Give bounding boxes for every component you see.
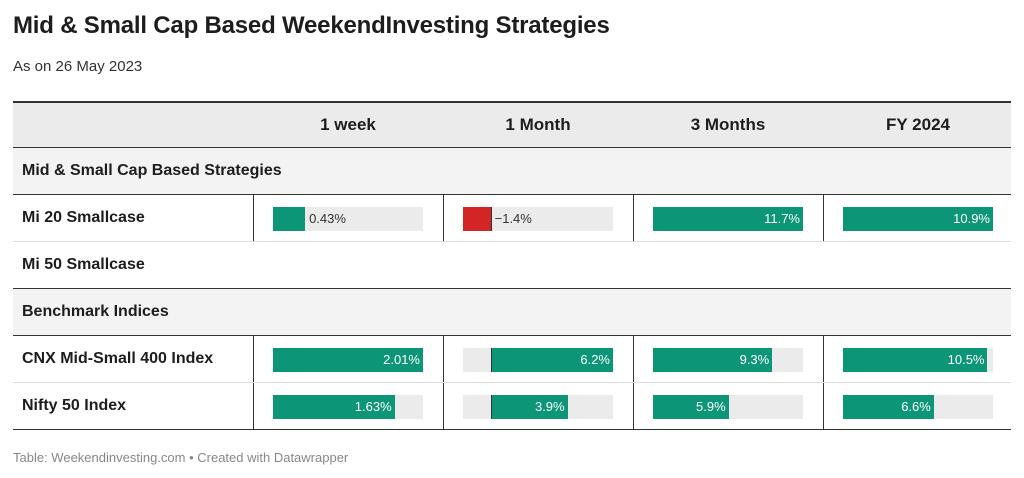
value-label: 0.43%: [309, 211, 346, 226]
column-divider: [443, 195, 444, 241]
row-label: Mi 20 Smallcase: [22, 209, 145, 226]
bar-three-months: [653, 207, 803, 231]
row-label: Nifty 50 Index: [22, 397, 127, 414]
table-row: Nifty 50 Index 1.63% 3.9% 5.9% 6.6%: [13, 383, 1011, 430]
table-row: CNX Mid-Small 400 Index 2.01% 6.2% 9.3% 10.5…: [13, 336, 1011, 383]
bar-track-week: 1.63%: [273, 395, 423, 419]
group-label: Mid & Small Cap Based Strategies: [22, 162, 282, 179]
zero-line: [490, 348, 492, 372]
data-table: 1 week 1 Month 3 Months FY 2024 Mid & Small …: [13, 101, 1011, 430]
column-divider: [823, 383, 824, 429]
row-label: Mi 50 Smallcase: [22, 256, 145, 273]
bar-month: [490, 348, 613, 372]
column-divider: [633, 383, 634, 429]
value-label: 5.9%: [696, 399, 726, 414]
bar-track-month: 3.9%: [463, 395, 613, 419]
group-label: Benchmark Indices: [22, 303, 169, 320]
value-label: 11.7%: [764, 211, 800, 226]
zero-line: [490, 207, 492, 231]
bar-track-fy2024: 6.6%: [843, 395, 993, 419]
value-label: 3.9%: [534, 399, 565, 414]
bar-three-months: [653, 395, 729, 419]
bar-track-week: 2.01%: [273, 348, 423, 372]
value-label: 6.6%: [901, 399, 931, 414]
column-header-fy2024: FY 2024: [886, 115, 950, 134]
column-divider: [253, 336, 254, 382]
bar-week: [273, 348, 423, 372]
zero-line: [490, 395, 492, 419]
column-divider: [823, 336, 824, 382]
column-header-week: 1 week: [320, 115, 376, 134]
bar-track-month: 6.2%: [463, 348, 613, 372]
chart-title: Mid & Small Cap Based WeekendInvesting S…: [13, 12, 610, 39]
bar-fy2024: [843, 395, 934, 419]
chart-subtitle: As on 26 May 2023: [13, 58, 143, 75]
value-label: 6.2%: [580, 352, 610, 367]
bar-week: [273, 395, 395, 419]
column-divider: [443, 336, 444, 382]
column-divider: [633, 336, 634, 382]
chart-footer: Table: Weekendinvesting.com • Created wi…: [13, 450, 349, 465]
bar-month: [490, 395, 568, 419]
column-header-month: 1 Month: [505, 115, 571, 134]
bar-track-week: 0.43%: [273, 207, 423, 231]
column-divider: [823, 195, 824, 241]
bar-fy2024: [843, 348, 988, 372]
table-header-row: 1 week 1 Month 3 Months FY 2024: [13, 101, 1011, 148]
column-divider: [443, 383, 444, 429]
table-row: Mi 50 Smallcase: [13, 242, 1011, 289]
bar-week: [273, 207, 306, 231]
column-divider: [633, 195, 634, 241]
value-label: 10.9%: [953, 211, 990, 226]
value-label: 10.5%: [947, 352, 985, 367]
bar-fy2024: [843, 207, 993, 231]
group-header-row: Benchmark Indices: [13, 289, 1011, 336]
table-row: Mi 20 Smallcase 0.43% −1.4% 11.7% 10.9%: [13, 195, 1011, 242]
column-divider: [253, 195, 254, 241]
bar-track-month: −1.4%: [463, 207, 613, 231]
bar-track-three-months: 5.9%: [653, 395, 803, 419]
value-label: 1.63%: [354, 399, 392, 414]
value-label: −1.4%: [494, 211, 532, 226]
bar-track-three-months: 11.7%: [653, 207, 803, 231]
column-divider: [253, 383, 254, 429]
row-label: CNX Mid-Small 400 Index: [22, 350, 214, 367]
bar-track-three-months: 9.3%: [653, 348, 803, 372]
value-label: 2.01%: [383, 352, 420, 367]
group-header-row: Mid & Small Cap Based Strategies: [13, 148, 1011, 195]
bar-track-fy2024: 10.9%: [843, 207, 993, 231]
bar-track-fy2024: 10.5%: [843, 348, 993, 372]
bar-month: [463, 207, 491, 231]
bar-three-months: [653, 348, 773, 372]
column-header-three-months: 3 Months: [690, 115, 766, 134]
value-label: 9.3%: [739, 352, 770, 367]
